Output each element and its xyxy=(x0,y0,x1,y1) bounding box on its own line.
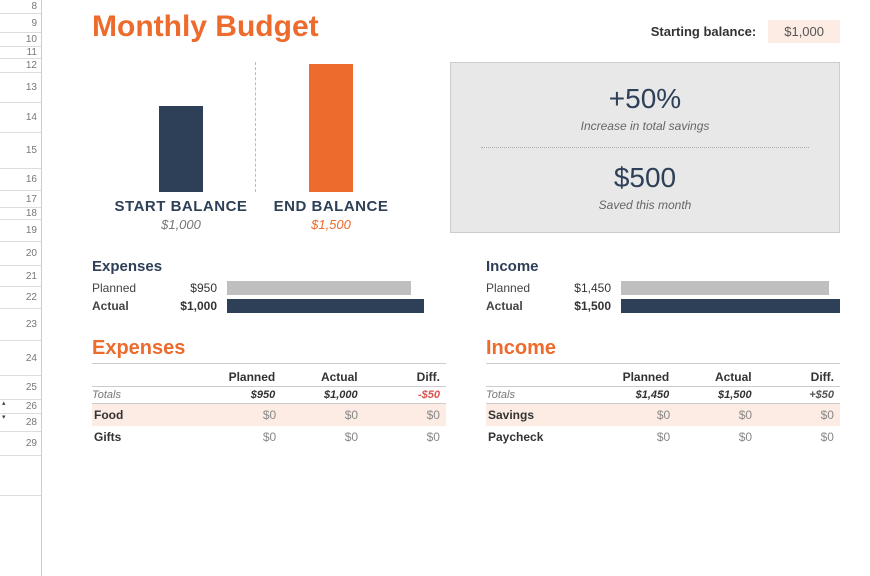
row-actual: $0 xyxy=(282,430,364,444)
row-diff: $0 xyxy=(758,430,840,444)
row-header[interactable]: 26▴ xyxy=(0,400,41,414)
row-name: Paycheck xyxy=(486,430,594,444)
row-name: Gifts xyxy=(92,430,200,444)
balance-chart: START BALANCE $1,000 END BALANCE $1,500 xyxy=(92,62,420,233)
row-actual: $0 xyxy=(676,430,758,444)
row-header[interactable]: 13 xyxy=(0,73,41,103)
row-header[interactable]: 17 xyxy=(0,191,41,208)
start-balance-bar xyxy=(159,106,203,192)
row-header[interactable]: 18 xyxy=(0,208,41,220)
saved-amount-sub: Saved this month xyxy=(481,198,809,212)
row-header[interactable]: 24 xyxy=(0,341,41,376)
row-header[interactable]: 9 xyxy=(0,14,41,33)
row-header[interactable]: 19 xyxy=(0,220,41,242)
col-diff: Diff. xyxy=(758,370,840,384)
row-header[interactable]: 14 xyxy=(0,103,41,133)
row-header[interactable]: 20 xyxy=(0,242,41,266)
sheet-content: Monthly Budget Starting balance: $1,000 … xyxy=(42,0,870,576)
expenses-planned-bar xyxy=(227,281,411,295)
income-table: Income Planned Actual Diff. Totals $1,45… xyxy=(486,337,840,448)
income-actual-label: Actual xyxy=(486,299,546,313)
row-diff: $0 xyxy=(364,408,446,422)
page-title: Monthly Budget xyxy=(92,10,319,44)
row-header[interactable]: 22 xyxy=(0,287,41,309)
row-header[interactable]: 11 xyxy=(0,47,41,59)
row-name: Savings xyxy=(486,408,594,422)
table-row[interactable]: Paycheck$0$0$0 xyxy=(486,426,840,448)
row-header[interactable]: 28▾ xyxy=(0,414,41,432)
row-header[interactable]: 15 xyxy=(0,133,41,169)
row-actual: $0 xyxy=(282,408,364,422)
expenses-mini: Expenses Planned $950 Actual $1,000 xyxy=(92,258,446,317)
col-actual: Actual xyxy=(281,370,363,384)
income-mini-title: Income xyxy=(486,258,840,275)
end-balance-value: $1,500 xyxy=(256,217,406,232)
starting-balance-label: Starting balance: xyxy=(651,24,756,39)
col-actual: Actual xyxy=(675,370,757,384)
income-total-diff: +$50 xyxy=(758,389,840,401)
expenses-table-title: Expenses xyxy=(92,337,446,364)
expenses-total-actual: $1,000 xyxy=(281,389,363,401)
income-actual-value: $1,500 xyxy=(556,299,611,313)
table-row[interactable]: Gifts$0$0$0 xyxy=(92,426,446,448)
totals-label: Totals xyxy=(486,389,593,401)
row-number-gutter: 891011121314151617181920212223242526▴28▾… xyxy=(0,0,42,576)
expenses-total-planned: $950 xyxy=(199,389,281,401)
savings-pct-sub: Increase in total savings xyxy=(481,119,809,133)
income-planned-bar xyxy=(621,281,829,295)
row-planned: $0 xyxy=(594,408,676,422)
row-actual: $0 xyxy=(676,408,758,422)
table-row[interactable]: Food$0$0$0 xyxy=(92,404,446,426)
row-diff: $0 xyxy=(364,430,446,444)
summary-panel: +50% Increase in total savings $500 Save… xyxy=(450,62,840,233)
end-balance-bar xyxy=(309,64,353,192)
row-header[interactable]: 12 xyxy=(0,59,41,73)
table-row[interactable]: Savings$0$0$0 xyxy=(486,404,840,426)
col-planned: Planned xyxy=(199,370,281,384)
row-planned: $0 xyxy=(200,430,282,444)
totals-label: Totals xyxy=(92,389,199,401)
row-header[interactable]: 21 xyxy=(0,266,41,287)
income-planned-label: Planned xyxy=(486,281,546,295)
income-planned-value: $1,450 xyxy=(556,281,611,295)
col-diff: Diff. xyxy=(364,370,446,384)
row-diff: $0 xyxy=(758,408,840,422)
starting-balance-value[interactable]: $1,000 xyxy=(768,20,840,43)
savings-pct: +50% xyxy=(481,83,809,115)
saved-amount: $500 xyxy=(481,162,809,194)
expenses-planned-label: Planned xyxy=(92,281,152,295)
income-actual-bar xyxy=(621,299,840,313)
expenses-planned-value: $950 xyxy=(162,281,217,295)
end-balance-label: END BALANCE xyxy=(256,198,406,215)
row-header[interactable]: 10 xyxy=(0,33,41,47)
expenses-actual-bar xyxy=(227,299,424,313)
expenses-actual-label: Actual xyxy=(92,299,152,313)
row-header[interactable] xyxy=(0,456,41,496)
row-header[interactable]: 8 xyxy=(0,0,41,14)
income-table-title: Income xyxy=(486,337,840,364)
expenses-mini-title: Expenses xyxy=(92,258,446,275)
income-total-actual: $1,500 xyxy=(675,389,757,401)
row-header[interactable]: 16 xyxy=(0,169,41,191)
row-header[interactable]: 25 xyxy=(0,376,41,400)
row-header[interactable]: 23 xyxy=(0,309,41,341)
starting-balance: Starting balance: $1,000 xyxy=(651,20,840,43)
income-total-planned: $1,450 xyxy=(593,389,675,401)
expenses-table: Expenses Planned Actual Diff. Totals $95… xyxy=(92,337,446,448)
income-mini: Income Planned $1,450 Actual $1,500 xyxy=(486,258,840,317)
row-header[interactable]: 29 xyxy=(0,432,41,456)
start-balance-value: $1,000 xyxy=(106,217,256,232)
row-planned: $0 xyxy=(594,430,676,444)
row-name: Food xyxy=(92,408,200,422)
col-planned: Planned xyxy=(593,370,675,384)
start-balance-label: START BALANCE xyxy=(106,198,256,215)
row-planned: $0 xyxy=(200,408,282,422)
expenses-total-diff: -$50 xyxy=(364,389,446,401)
expenses-actual-value: $1,000 xyxy=(162,299,217,313)
